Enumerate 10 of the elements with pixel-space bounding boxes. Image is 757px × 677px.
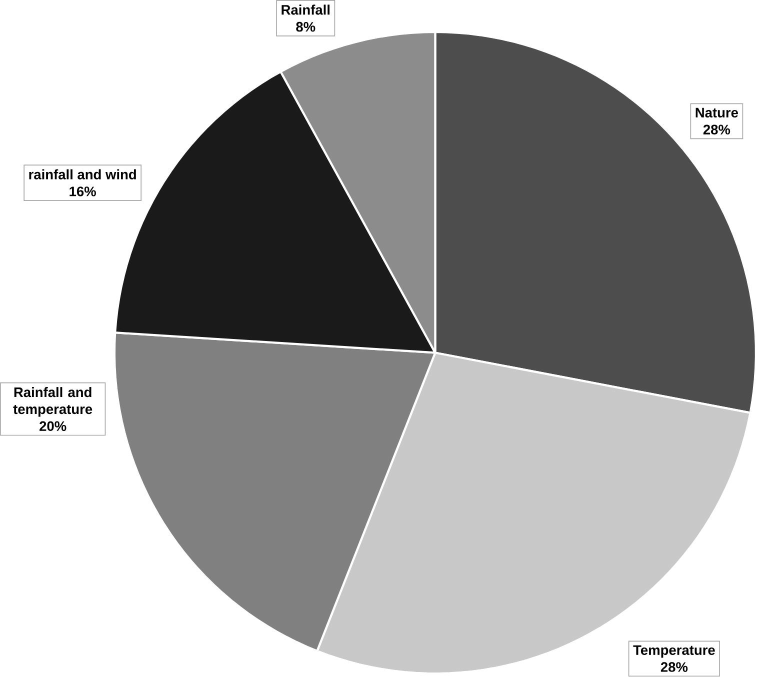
slice-label: Rainfall (282, 4, 330, 15)
data-label: 28% (703, 124, 730, 135)
slice-label: Rainfall and temperature (13, 387, 92, 418)
slice-label: rainfall and wind (29, 169, 136, 180)
data-label: 16% (70, 186, 96, 197)
data-label: 20% (40, 421, 66, 432)
data-label: 28% (660, 662, 688, 672)
slice-label: Temperature (633, 646, 715, 658)
data-label: 8% (296, 22, 316, 32)
slice-label: Nature (696, 108, 738, 118)
